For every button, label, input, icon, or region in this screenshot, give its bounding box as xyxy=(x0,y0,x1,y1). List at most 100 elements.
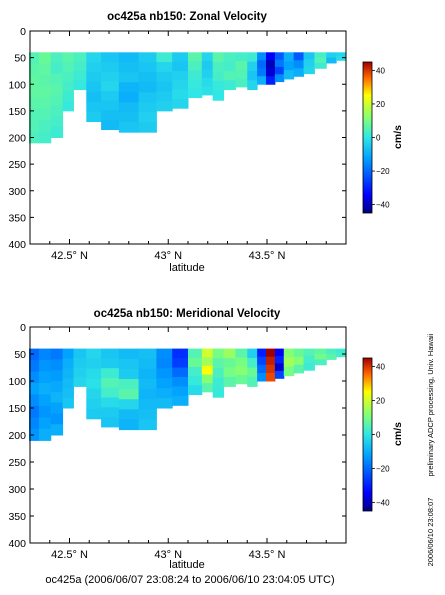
heatmap-cell xyxy=(29,405,40,418)
heatmap-cell xyxy=(62,348,74,359)
heatmap-cell xyxy=(29,131,40,144)
y-tick-label: 400 xyxy=(8,239,26,251)
heatmap-cell xyxy=(201,77,214,87)
heatmap-cell xyxy=(266,356,276,366)
heatmap-cell xyxy=(38,74,52,87)
heatmap-cell xyxy=(86,72,102,83)
heatmap-cell xyxy=(118,72,140,83)
heatmap-cell xyxy=(274,363,285,372)
heatmap-cell xyxy=(50,52,64,64)
heatmap-cell xyxy=(257,52,267,61)
y-tick-label: 150 xyxy=(8,106,26,118)
colorbar xyxy=(362,61,373,214)
heatmap-cell xyxy=(62,398,74,409)
heatmap-cell xyxy=(172,61,189,72)
colorbar-unit-label: cm/s xyxy=(392,125,404,149)
heatmap-cell xyxy=(257,60,267,69)
heatmap-cell xyxy=(50,94,64,107)
heatmap-cell xyxy=(118,409,140,420)
heatmap-cell xyxy=(62,378,74,389)
heatmap-cell xyxy=(303,355,315,364)
colorbar-tick-label: 40 xyxy=(376,66,385,75)
heatmap-cell xyxy=(86,408,102,420)
heatmap-cell xyxy=(188,52,203,62)
heatmap-cell xyxy=(274,74,285,83)
heatmap-cell xyxy=(156,358,173,369)
heatmap-cell xyxy=(223,367,236,378)
heatmap-cell xyxy=(172,52,189,63)
heatmap-cell xyxy=(38,371,52,384)
heatmap-cell xyxy=(38,52,52,65)
y-tick-label: 0 xyxy=(20,26,26,38)
heatmap-cell xyxy=(172,80,189,91)
heatmap-cell xyxy=(86,52,102,63)
heatmap-cell xyxy=(212,90,225,101)
heatmap-cell xyxy=(29,383,40,395)
heatmap-cell xyxy=(86,81,102,93)
colorbar-tick-label: 40 xyxy=(376,363,385,372)
heatmap-cell xyxy=(326,348,337,355)
chart-title: oc425a nb150: Zonal Velocity xyxy=(107,11,267,23)
heatmap-cell xyxy=(29,360,40,373)
heatmap-cells xyxy=(29,348,346,441)
heatmap-cell xyxy=(29,428,40,441)
heatmap-cell xyxy=(156,52,173,63)
x-axis: 42.5° N 43° N 43.5° N xyxy=(49,31,327,262)
heatmap-cell xyxy=(156,81,173,92)
heatmap-cell xyxy=(172,98,189,109)
heatmap-cell xyxy=(201,69,214,79)
heatmap-cell xyxy=(172,386,189,397)
heatmap-cell xyxy=(156,368,173,379)
heatmap-cell xyxy=(118,399,140,410)
heatmap-cell xyxy=(156,348,173,359)
heatmap-cell xyxy=(314,359,327,366)
heatmap-cell xyxy=(336,348,346,354)
x-tick-label: 43° N xyxy=(154,250,182,262)
heatmap-cell xyxy=(247,80,258,91)
heatmap-cell xyxy=(118,52,140,63)
heatmap-cell xyxy=(118,348,140,360)
y-tick-label: 50 xyxy=(14,53,26,65)
colorbar-ticks: 40 20 0 −20 −40 xyxy=(372,66,390,210)
heatmap-cell xyxy=(172,89,189,100)
heatmap-cell xyxy=(235,78,248,88)
heatmap-cell xyxy=(50,370,64,382)
panel-zonal: oc425a nb150: Zonal Velocity 0 50 100 150 20… xyxy=(8,11,404,274)
heatmap-cell xyxy=(118,92,140,103)
heatmap-cell xyxy=(138,348,157,360)
heatmap-cell xyxy=(188,348,203,359)
heatmap-cell xyxy=(101,417,120,428)
heatmap-cell xyxy=(73,376,87,387)
heatmap-cell xyxy=(247,61,258,72)
heatmap-cell xyxy=(50,116,64,128)
heatmap-cell xyxy=(62,358,74,369)
heatmap-cell xyxy=(101,377,120,389)
heatmap-cell xyxy=(101,61,120,73)
x-tick-label: 43° N xyxy=(154,549,182,561)
heatmap-cell xyxy=(38,417,52,430)
x-axis-label: latitude xyxy=(169,262,204,274)
heatmap-cell xyxy=(38,405,52,418)
heatmap-cell xyxy=(201,383,214,393)
heatmap-cell xyxy=(138,112,157,123)
heatmap-cell xyxy=(212,368,225,379)
heatmap-cell xyxy=(86,348,102,360)
heatmap-cell xyxy=(29,52,40,65)
heatmap-cell xyxy=(38,63,52,76)
heatmap-cell xyxy=(326,52,337,59)
heatmap-cell xyxy=(201,374,214,384)
y-tick-label: 250 xyxy=(8,457,26,469)
heatmap-cell xyxy=(223,348,236,359)
colorbar xyxy=(362,357,373,512)
heatmap-cell xyxy=(266,348,276,358)
heatmap-cell xyxy=(257,76,267,85)
heatmap-cell xyxy=(274,59,285,68)
heatmap-cell xyxy=(118,378,140,390)
heatmap-cell xyxy=(62,81,74,92)
heatmap-cell xyxy=(223,376,236,387)
heatmap-cell xyxy=(62,368,74,379)
y-tick-label: 350 xyxy=(8,212,26,224)
heatmap-cell xyxy=(156,91,173,102)
heatmap-cell xyxy=(62,101,74,112)
y-tick-label: 100 xyxy=(8,79,26,91)
